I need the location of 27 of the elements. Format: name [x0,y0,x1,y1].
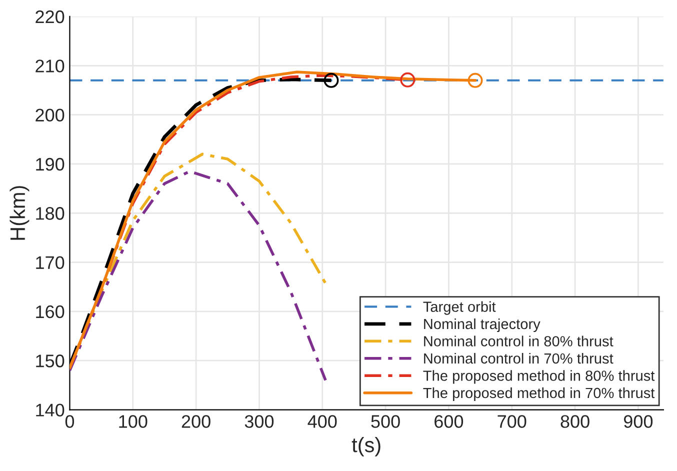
x-tick-label: 300 [244,415,274,428]
legend-label: Nominal control in 80% thrust [424,336,614,346]
x-tick-label: 600 [434,415,464,428]
x-tick-label: 400 [308,415,337,428]
y-tick-label: 150 [36,354,64,368]
y-tick-label: 180 [36,207,64,220]
y-tick-label: 140 [36,404,64,416]
y-tick-label: 170 [36,256,64,270]
x-axis-title: t(s) [352,437,380,456]
x-tick-label: 800 [560,415,590,428]
y-tick-label: 200 [36,108,64,122]
legend-label: The proposed method in 70% thrust [423,387,655,402]
y-tick-label: 190 [36,158,64,171]
x-tick-label: 100 [119,415,148,428]
y-tick-label: 160 [36,305,64,318]
y-tick-label: 220 [36,10,64,24]
x-tick-label: 500 [371,415,400,428]
x-tick-label: 200 [182,415,210,428]
x-tick-label: 0 [65,415,74,428]
x-tick-label: 900 [624,415,653,428]
y-axis-title: H(km) [10,186,30,240]
legend-label: The proposed method in 80% thrust [423,370,655,384]
y-tick-label: 210 [36,60,64,72]
x-tick-label: 700 [498,415,526,428]
legend-label: Nominal control in 70% thrust [424,352,614,364]
legend-label: Target orbit [423,301,496,315]
legend-label: Nominal trajectory [424,318,540,332]
